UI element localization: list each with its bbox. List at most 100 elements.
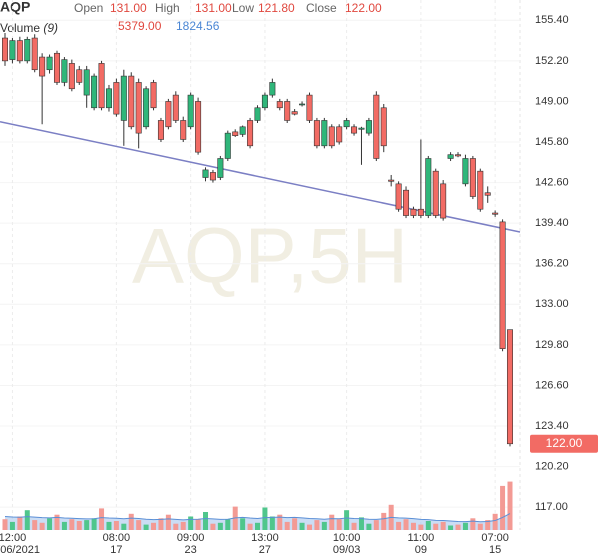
volume-bar xyxy=(366,523,372,530)
candle-body xyxy=(9,40,16,60)
candle-body xyxy=(403,189,410,216)
field-value: 121.80 xyxy=(258,1,295,15)
candle-body xyxy=(343,120,350,128)
volume-bar xyxy=(321,521,327,530)
y-tick-label: 126.60 xyxy=(535,379,569,391)
candle-body xyxy=(284,101,291,121)
volume-bar xyxy=(351,522,357,530)
candle-body xyxy=(254,107,261,121)
volume-bar xyxy=(462,522,468,530)
volume-bar xyxy=(84,520,90,530)
candle-body xyxy=(1,37,9,62)
field-name: Open xyxy=(74,1,103,15)
volume-bar xyxy=(9,521,15,530)
candle-body xyxy=(39,56,46,77)
field-value: 131.00 xyxy=(110,1,147,15)
candle-body xyxy=(31,37,38,71)
volume-label: Volume (9) xyxy=(0,21,58,35)
y-tick-label: 139.40 xyxy=(535,217,569,229)
volume-bar xyxy=(247,523,253,530)
candle-body xyxy=(306,94,313,121)
candle-body xyxy=(120,75,127,121)
candle-body xyxy=(410,208,417,216)
volume-bar xyxy=(262,507,268,530)
volume-ma-line xyxy=(4,513,511,523)
candle-body xyxy=(128,75,135,128)
volume-bar xyxy=(373,520,379,530)
candle-body xyxy=(395,183,402,210)
volume-period: (9) xyxy=(43,21,58,35)
field-value: 131.00 xyxy=(195,1,232,15)
volume-bar xyxy=(425,521,431,530)
y-tick-label: 152.20 xyxy=(535,55,569,67)
candle-body xyxy=(68,63,75,90)
volume-bar xyxy=(143,524,149,530)
y-tick-label: 155.40 xyxy=(535,14,569,26)
watermark: AQP,5H xyxy=(132,212,408,300)
y-tick-label: 133.00 xyxy=(535,298,569,310)
candle-body xyxy=(135,82,142,134)
candle-body xyxy=(269,82,276,96)
volume-bar xyxy=(69,519,75,530)
y-tick-label: 129.80 xyxy=(535,339,569,351)
volume-bar xyxy=(492,513,498,530)
volume-bar xyxy=(269,516,275,530)
candle-body xyxy=(380,107,387,147)
x-tick-label: 07:00 xyxy=(481,532,509,544)
x-date-label: 15 xyxy=(489,544,501,556)
candle-body xyxy=(492,212,499,215)
field-name: High xyxy=(155,1,180,15)
candle-body xyxy=(224,132,231,159)
candle-body xyxy=(291,111,298,115)
candle-body xyxy=(365,120,372,134)
volume-name: Volume xyxy=(0,21,40,35)
volume-bar xyxy=(284,521,290,530)
candle-body xyxy=(358,127,365,130)
x-tick-label: 10:00 xyxy=(333,532,361,544)
candle-body xyxy=(484,192,491,196)
candle-body xyxy=(417,208,424,216)
x-date-label: 27 xyxy=(259,544,271,556)
y-tick-label: 120.20 xyxy=(535,461,569,473)
x-date-label: 09 xyxy=(415,544,427,556)
volume-bar xyxy=(292,518,298,530)
volume-bar xyxy=(433,523,439,530)
volume-ma-value: 1824.56 xyxy=(176,19,220,33)
candle-body xyxy=(373,94,380,159)
volume-bar xyxy=(470,518,476,530)
candle-body xyxy=(232,131,239,136)
candle-body xyxy=(299,103,306,106)
header: AQP Open 131.00 High 131.00 Low 121.80 C… xyxy=(0,0,382,35)
candle-body xyxy=(336,126,343,143)
volume-bar xyxy=(76,521,82,530)
volume-bar xyxy=(507,481,513,530)
y-tick-label: 123.40 xyxy=(535,420,569,432)
x-date-label: 08/06/2021 xyxy=(0,544,40,556)
volume-value: 5379.00 xyxy=(118,19,162,33)
x-date-label: 09/03 xyxy=(333,544,361,556)
candle-body xyxy=(61,59,68,83)
field-value: 122.00 xyxy=(345,1,382,15)
candle-body xyxy=(239,126,246,135)
volume-bar xyxy=(358,517,364,530)
y-tick-label: 142.60 xyxy=(535,176,569,188)
candle-body xyxy=(261,94,268,109)
candle-body xyxy=(16,40,23,62)
candle-body xyxy=(351,126,358,134)
candle-body xyxy=(499,221,506,349)
y-tick-label: 149.00 xyxy=(535,95,569,107)
volume-bar xyxy=(2,519,8,530)
candle-body xyxy=(217,158,224,178)
volume-bar xyxy=(240,518,246,530)
volume-bar xyxy=(61,521,67,530)
candle-body xyxy=(447,154,454,159)
candle-body xyxy=(195,101,202,153)
last-price-label: 122.00 xyxy=(546,436,583,450)
candle-body xyxy=(187,94,194,128)
volume-bar xyxy=(314,520,320,530)
volume-bar xyxy=(158,518,164,530)
last-price-box xyxy=(530,434,598,453)
volume-bar xyxy=(113,521,119,530)
candle-body xyxy=(46,56,53,71)
